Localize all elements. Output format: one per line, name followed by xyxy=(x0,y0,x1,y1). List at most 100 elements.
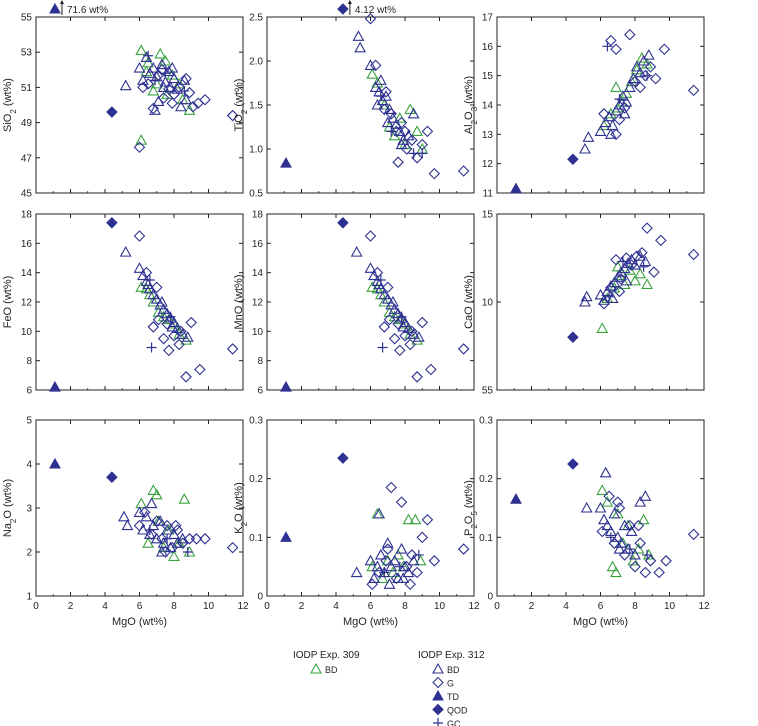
data-point xyxy=(400,143,413,155)
data-point xyxy=(383,306,396,317)
y-tick-label: 16 xyxy=(252,239,264,250)
data-point xyxy=(411,566,423,579)
x-tick-label: 6 xyxy=(598,601,604,612)
data-point xyxy=(154,47,167,59)
plot-frame xyxy=(266,16,475,194)
data-point xyxy=(199,533,211,545)
data-point xyxy=(630,60,643,72)
data-point xyxy=(133,141,146,154)
y-tick-label: 14 xyxy=(482,101,494,112)
data-point xyxy=(119,79,132,91)
data-point xyxy=(407,328,420,339)
data-point xyxy=(368,269,380,281)
data-point xyxy=(596,322,609,333)
data-point xyxy=(603,490,615,503)
series-exp-312-qod xyxy=(567,458,579,470)
data-point xyxy=(390,125,403,138)
off-scale-marker xyxy=(337,3,349,15)
data-point xyxy=(150,281,163,294)
data-point xyxy=(610,253,622,266)
data-point xyxy=(629,75,641,88)
data-point xyxy=(404,578,416,591)
data-point xyxy=(173,338,185,351)
off-scale-marker xyxy=(49,2,61,14)
data-point xyxy=(368,572,380,583)
data-point xyxy=(388,332,401,345)
data-point xyxy=(371,76,384,88)
data-point xyxy=(180,72,192,85)
data-point xyxy=(390,572,403,585)
data-point xyxy=(364,230,377,242)
series-exp-312-qod xyxy=(337,217,349,229)
data-point xyxy=(634,250,647,261)
panel-feo: 6 8 10 12 14 16 18 FeO (wt%) xyxy=(2,210,244,397)
y-tick-label: 55 xyxy=(21,13,33,24)
data-point xyxy=(180,371,192,383)
data-point xyxy=(579,142,591,154)
x-tick-label: 12 xyxy=(698,601,710,612)
data-point xyxy=(366,578,379,591)
y-tick-label: 8 xyxy=(26,356,32,367)
y-axis-label: K2O (wt%) xyxy=(233,482,249,534)
data-point xyxy=(142,56,155,68)
data-point xyxy=(371,266,384,279)
data-point xyxy=(160,68,171,79)
data-point xyxy=(121,519,134,531)
data-point xyxy=(406,549,418,561)
x-tick-label: 6 xyxy=(137,601,143,612)
data-point xyxy=(417,148,428,159)
legend-label: QOD xyxy=(447,706,468,716)
data-point xyxy=(641,222,653,234)
series-exp-312-td xyxy=(280,380,292,392)
y-tick-label: 1.5 xyxy=(249,101,263,112)
y-tick-label: 2.5 xyxy=(249,13,263,24)
data-point xyxy=(394,561,405,572)
data-point xyxy=(618,107,631,119)
data-point xyxy=(402,566,415,578)
data-point xyxy=(133,519,146,532)
data-point xyxy=(402,513,415,525)
legend-marker xyxy=(432,676,444,689)
data-point xyxy=(147,295,160,307)
data-point xyxy=(155,58,168,70)
data-point xyxy=(634,66,647,78)
data-point xyxy=(159,546,172,558)
data-point xyxy=(354,41,367,53)
data-point xyxy=(381,281,394,294)
x-tick-label: 6 xyxy=(368,601,374,612)
data-point xyxy=(642,70,653,81)
series-exp-312-gc xyxy=(144,525,193,557)
data-point xyxy=(598,513,610,525)
y-tick-label: 0.2 xyxy=(249,474,263,485)
data-point xyxy=(156,533,168,545)
y-tick-label: 6 xyxy=(257,386,263,397)
data-point xyxy=(648,266,660,278)
legend-marker xyxy=(432,689,444,701)
y-tick-label: 16 xyxy=(482,42,494,53)
data-point xyxy=(364,262,377,273)
data-point xyxy=(596,484,609,495)
data-point xyxy=(388,554,401,566)
series-exp-312-qod xyxy=(106,217,118,229)
data-point xyxy=(404,338,416,351)
data-point xyxy=(392,548,405,560)
y-tick-label: 15 xyxy=(482,71,494,82)
data-point xyxy=(175,325,187,338)
data-point xyxy=(642,49,655,60)
data-point xyxy=(373,507,386,519)
data-point xyxy=(364,59,377,70)
series-exp-312-g xyxy=(366,481,470,591)
series-exp-312-gc xyxy=(144,275,176,353)
data-point xyxy=(392,156,404,168)
x-tick-label: 4 xyxy=(563,601,569,612)
data-point xyxy=(567,153,579,166)
series-exp-312-gc xyxy=(143,50,190,96)
data-point xyxy=(618,102,631,114)
data-point xyxy=(147,288,160,300)
data-point xyxy=(350,566,363,578)
data-point xyxy=(611,496,624,508)
data-point xyxy=(617,256,628,267)
data-point xyxy=(179,85,190,96)
data-point xyxy=(162,533,173,544)
